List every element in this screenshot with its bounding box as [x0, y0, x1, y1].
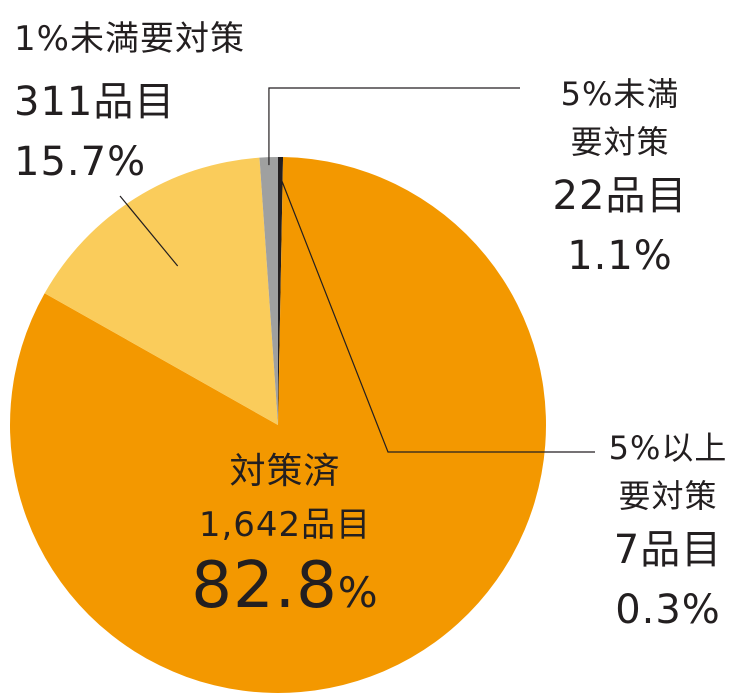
percent-symbol: % [337, 568, 379, 617]
slice-count: 7品目 [613, 527, 723, 573]
leader-line-over-5pct [279, 176, 595, 453]
slice-percent: 15.7% [14, 139, 147, 185]
slice-percent: 1.1% [567, 233, 673, 279]
slice-count: 1,642品目 [198, 505, 372, 545]
slice-name: 1%未満要対策 [14, 19, 245, 59]
pie-slice-under1 [44, 157, 279, 426]
slice-name: 5%以上 [608, 429, 728, 467]
slice-name: 対策済 [229, 451, 341, 492]
slice-name-line2: 要対策 [570, 123, 670, 161]
pie-slice-over5 [278, 157, 284, 425]
leader-line-under-1pct [119, 195, 179, 267]
slice-percent: 0.3% [615, 587, 721, 633]
leader-line-under-5pct [268, 87, 520, 166]
slice-percent: 82.8% [160, 554, 410, 618]
percent-number: 82.8 [191, 549, 338, 623]
pie-slice-done [9, 157, 546, 693]
label-under-5pct: 5%未満 要対策 22品目 1.1% [520, 78, 720, 276]
slice-count: 311品目 [14, 79, 176, 125]
slice-count: 22品目 [552, 173, 688, 219]
slice-name: 5%未満 [560, 75, 680, 113]
label-over-5pct: 5%以上 要対策 7品目 0.3% [598, 432, 738, 630]
pie-slice-under5 [259, 157, 278, 425]
label-under-1pct: 1%未満要対策 311品目 15.7% [14, 22, 245, 182]
slice-name-line2: 要対策 [618, 477, 718, 515]
label-done: 対策済 1,642品目 82.8% [160, 451, 410, 619]
